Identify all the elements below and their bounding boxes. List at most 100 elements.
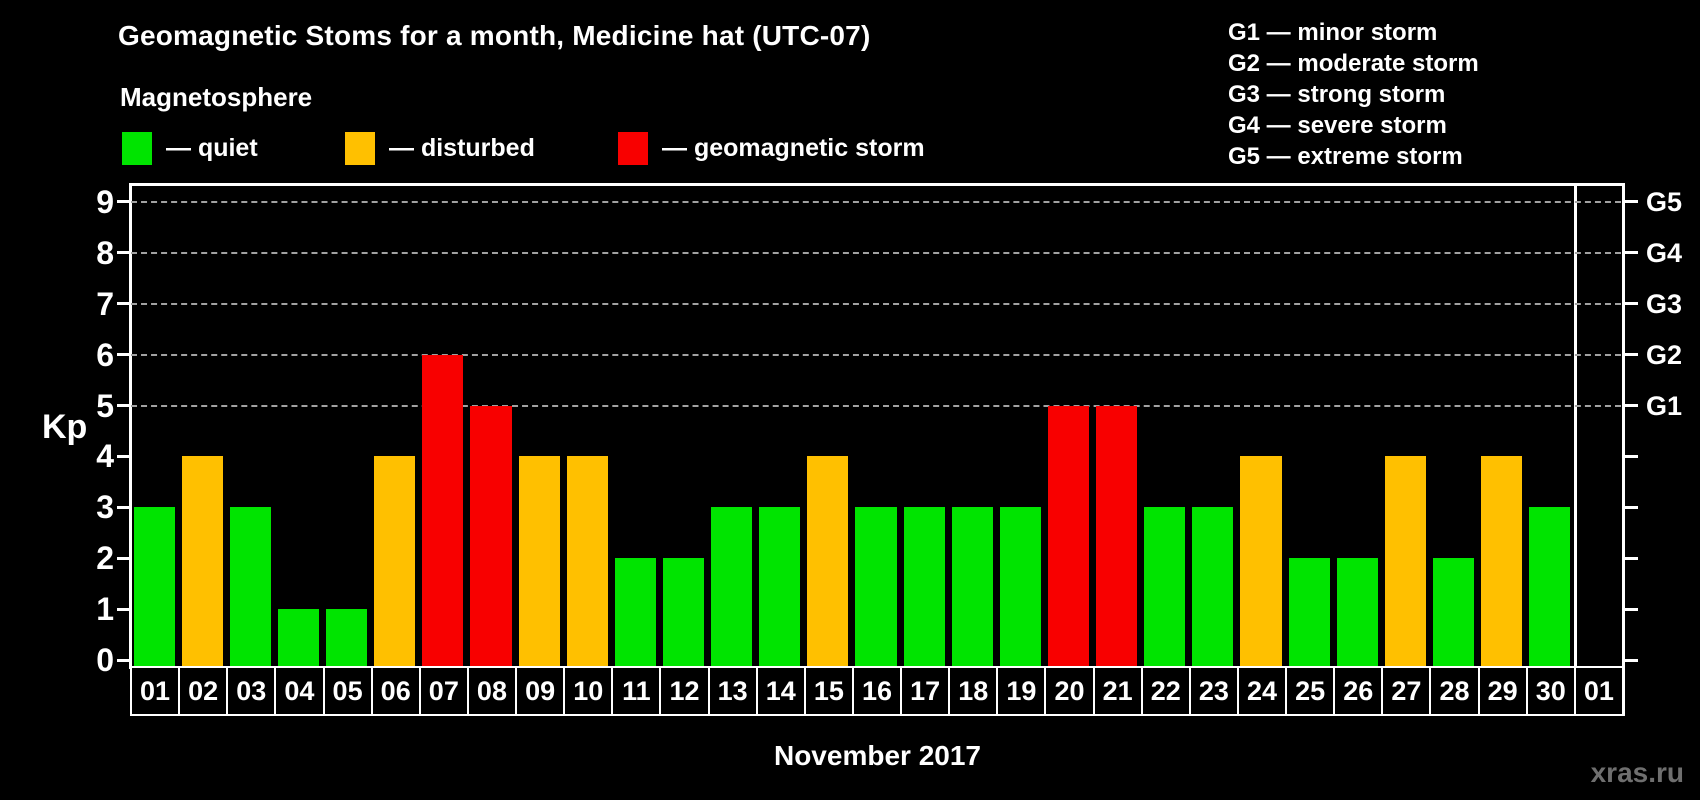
y-axis-label-7: 7 bbox=[96, 285, 114, 322]
x-axis-day-cell-10: 10 bbox=[563, 666, 614, 716]
bar-day-04 bbox=[277, 609, 319, 666]
bar-day-25 bbox=[1288, 558, 1330, 666]
y-axis-label-6: 6 bbox=[96, 336, 114, 373]
right-axis-tick-2 bbox=[1625, 556, 1638, 560]
x-axis-day-cell-20: 20 bbox=[1044, 666, 1095, 716]
x-axis-day-cell-27: 27 bbox=[1381, 666, 1432, 716]
x-axis-day-cell-22: 22 bbox=[1140, 666, 1191, 716]
bar-day-22 bbox=[1144, 507, 1186, 666]
legend-item-label: — geomagnetic storm bbox=[662, 134, 925, 162]
bar-day-15 bbox=[807, 456, 849, 666]
g-scale-legend-line-3: G3 — strong storm bbox=[1228, 81, 1446, 108]
chart-title: Geomagnetic Stoms for a month, Medicine … bbox=[118, 20, 871, 51]
x-axis-title: November 2017 bbox=[773, 740, 981, 771]
legend-item-storm: — geomagnetic storm bbox=[618, 132, 925, 165]
bar-day-05 bbox=[326, 609, 368, 666]
g-scale-legend-line-1: G1 — minor storm bbox=[1228, 19, 1438, 46]
x-axis-day-cell-14: 14 bbox=[755, 666, 806, 716]
bar-day-17 bbox=[903, 507, 945, 666]
bar-day-11 bbox=[614, 558, 656, 666]
x-axis-day-cell-29: 29 bbox=[1477, 666, 1528, 716]
g-scale-legend-line-2: G2 — moderate storm bbox=[1228, 50, 1479, 77]
bar-day-21 bbox=[1096, 405, 1138, 666]
bar-day-16 bbox=[855, 507, 897, 666]
x-axis-day-cell-next-01: 01 bbox=[1573, 666, 1624, 716]
bar-day-28 bbox=[1432, 558, 1475, 666]
y-axis-tick-5 bbox=[117, 404, 130, 407]
right-axis-tick-3 bbox=[1625, 505, 1638, 509]
bar-day-09 bbox=[518, 456, 560, 666]
y-axis-label-9: 9 bbox=[96, 183, 114, 220]
x-axis-day-cell-08: 08 bbox=[466, 666, 518, 716]
g-scale-axis-label-G4: G4 bbox=[1646, 237, 1683, 268]
g-scale-axis-label-G3: G3 bbox=[1646, 288, 1683, 319]
disturbed-color-swatch bbox=[345, 132, 375, 165]
x-axis-day-cell-07: 07 bbox=[418, 666, 469, 716]
x-axis-day-cell-19: 19 bbox=[996, 666, 1047, 716]
x-axis-day-cell-17: 17 bbox=[900, 666, 951, 716]
x-axis-day-cell-21: 21 bbox=[1092, 666, 1143, 716]
y-axis-label-1: 1 bbox=[96, 591, 114, 628]
x-axis-day-cell-12: 12 bbox=[659, 666, 710, 716]
y-axis-tick-1 bbox=[117, 607, 130, 611]
quiet-color-swatch bbox=[122, 132, 152, 165]
bar-day-26 bbox=[1336, 558, 1378, 666]
x-axis-day-cell-05: 05 bbox=[322, 666, 373, 716]
bar-day-07 bbox=[422, 354, 464, 666]
y-axis-tick-3 bbox=[117, 505, 130, 509]
g-scale-axis-label-G1: G1 bbox=[1646, 390, 1683, 421]
y-axis-label-4: 4 bbox=[96, 438, 114, 475]
bar-day-08 bbox=[470, 405, 512, 666]
plot-top-border bbox=[130, 183, 1625, 186]
bar-day-20 bbox=[1047, 405, 1090, 666]
bar-day-19 bbox=[999, 507, 1041, 666]
x-axis-day-cell-11: 11 bbox=[611, 666, 662, 716]
bar-day-24 bbox=[1240, 456, 1282, 666]
x-axis-day-cell-04: 04 bbox=[274, 666, 325, 716]
x-axis-day-cell-01: 01 bbox=[130, 666, 181, 716]
gridline-kp5 bbox=[131, 404, 1621, 407]
y-axis-label-5: 5 bbox=[96, 387, 114, 424]
bar-day-18 bbox=[951, 507, 993, 666]
y-axis-tick-9 bbox=[117, 200, 130, 204]
legend-item-label: — quiet bbox=[166, 134, 258, 162]
right-axis-tick-0 bbox=[1625, 658, 1638, 662]
bar-day-01 bbox=[133, 507, 175, 666]
y-axis-tick-0 bbox=[117, 658, 130, 662]
x-axis-day-cell-06: 06 bbox=[370, 666, 421, 716]
right-axis-tick-7 bbox=[1625, 302, 1638, 306]
g-scale-axis-label-G2: G2 bbox=[1646, 339, 1683, 370]
right-axis-tick-4 bbox=[1625, 454, 1638, 458]
right-axis-tick-9 bbox=[1625, 200, 1638, 204]
x-axis-day-cell-26: 26 bbox=[1333, 666, 1384, 716]
gridline-kp8 bbox=[131, 251, 1621, 254]
y-axis-label-2: 2 bbox=[96, 540, 114, 577]
bar-day-13 bbox=[711, 507, 753, 666]
bar-day-12 bbox=[662, 558, 705, 666]
right-axis-tick-1 bbox=[1625, 607, 1638, 611]
gridline-kp7 bbox=[131, 302, 1621, 305]
next-month-separator-line bbox=[1574, 183, 1577, 669]
y-axis-title: Kp bbox=[42, 408, 88, 446]
y-axis-label-3: 3 bbox=[96, 489, 114, 526]
bar-day-30 bbox=[1529, 507, 1571, 666]
x-axis-day-cell-24: 24 bbox=[1236, 666, 1288, 716]
g-scale-legend-line-4: G4 — severe storm bbox=[1228, 112, 1447, 139]
bar-day-02 bbox=[181, 456, 223, 666]
g-scale-legend-line-5: G5 — extreme storm bbox=[1228, 143, 1463, 170]
storm-color-swatch bbox=[618, 132, 648, 165]
bar-day-10 bbox=[566, 456, 608, 666]
bar-day-03 bbox=[229, 507, 271, 666]
gridline-kp9 bbox=[131, 200, 1621, 203]
bar-day-29 bbox=[1481, 456, 1523, 666]
x-axis-day-cell-16: 16 bbox=[851, 666, 903, 716]
y-axis-tick-2 bbox=[117, 556, 130, 560]
right-axis-tick-5 bbox=[1625, 404, 1638, 407]
g-scale-legend: G1 — minor storm G2 — moderate storm G3 — … bbox=[1228, 17, 1479, 172]
bar-day-06 bbox=[374, 456, 416, 666]
legend-heading: Magnetosphere bbox=[120, 82, 313, 112]
y-axis-label-0: 0 bbox=[96, 642, 114, 678]
x-axis-day-cell-09: 09 bbox=[515, 666, 566, 716]
right-axis-tick-8 bbox=[1625, 251, 1638, 255]
x-axis-day-cell-23: 23 bbox=[1188, 666, 1239, 716]
